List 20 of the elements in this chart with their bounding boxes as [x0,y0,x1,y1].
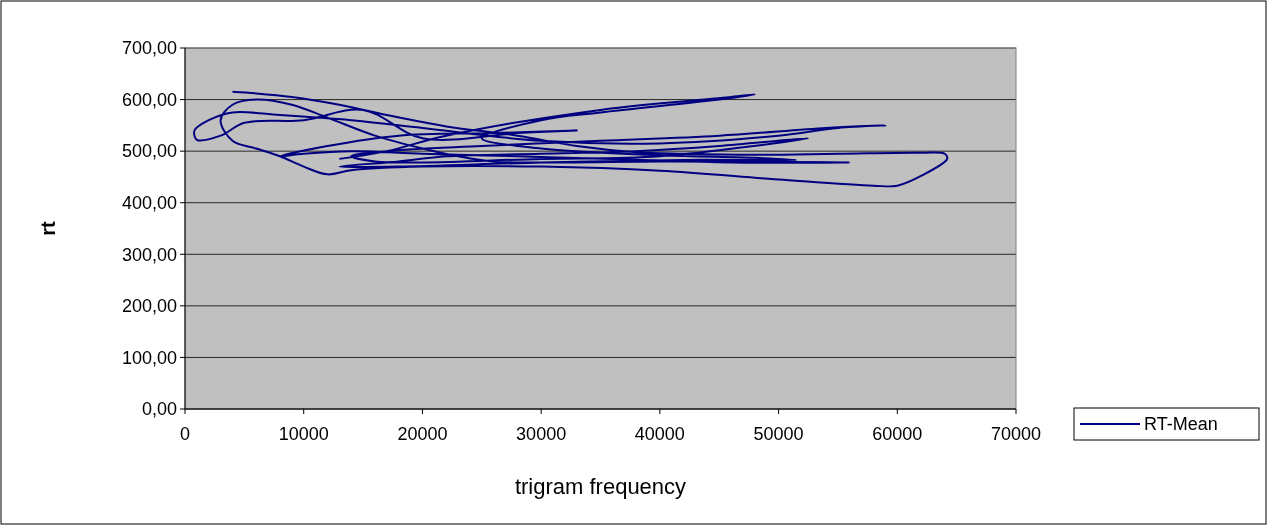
y-tick-label: 200,00 [121,296,177,317]
y-tick-label: 300,00 [121,244,177,265]
y-tick-label: 100,00 [121,347,177,368]
x-tick-label: 10000 [278,424,329,444]
y-tick-label: 600,00 [121,89,177,110]
y-tick-label: 700,00 [121,38,177,59]
legend-label: RT-Mean [1144,414,1218,435]
x-tick-label: 50000 [753,424,804,444]
y-tick-label: 0,00 [141,399,177,420]
x-axis-title: trigram frequency [514,474,687,499]
x-tick-label: 70000 [990,424,1042,444]
y-tick-label: 400,00 [121,193,177,214]
y-axis-title: rt [37,220,59,236]
x-tick-label: 0 [179,424,191,444]
line-series [193,90,949,187]
x-tick-label: 30000 [516,424,567,444]
y-tick-label: 500,00 [121,141,177,162]
x-tick-label: 20000 [397,424,448,444]
x-tick-label: 40000 [634,424,685,444]
x-tick-label: 60000 [872,424,923,444]
